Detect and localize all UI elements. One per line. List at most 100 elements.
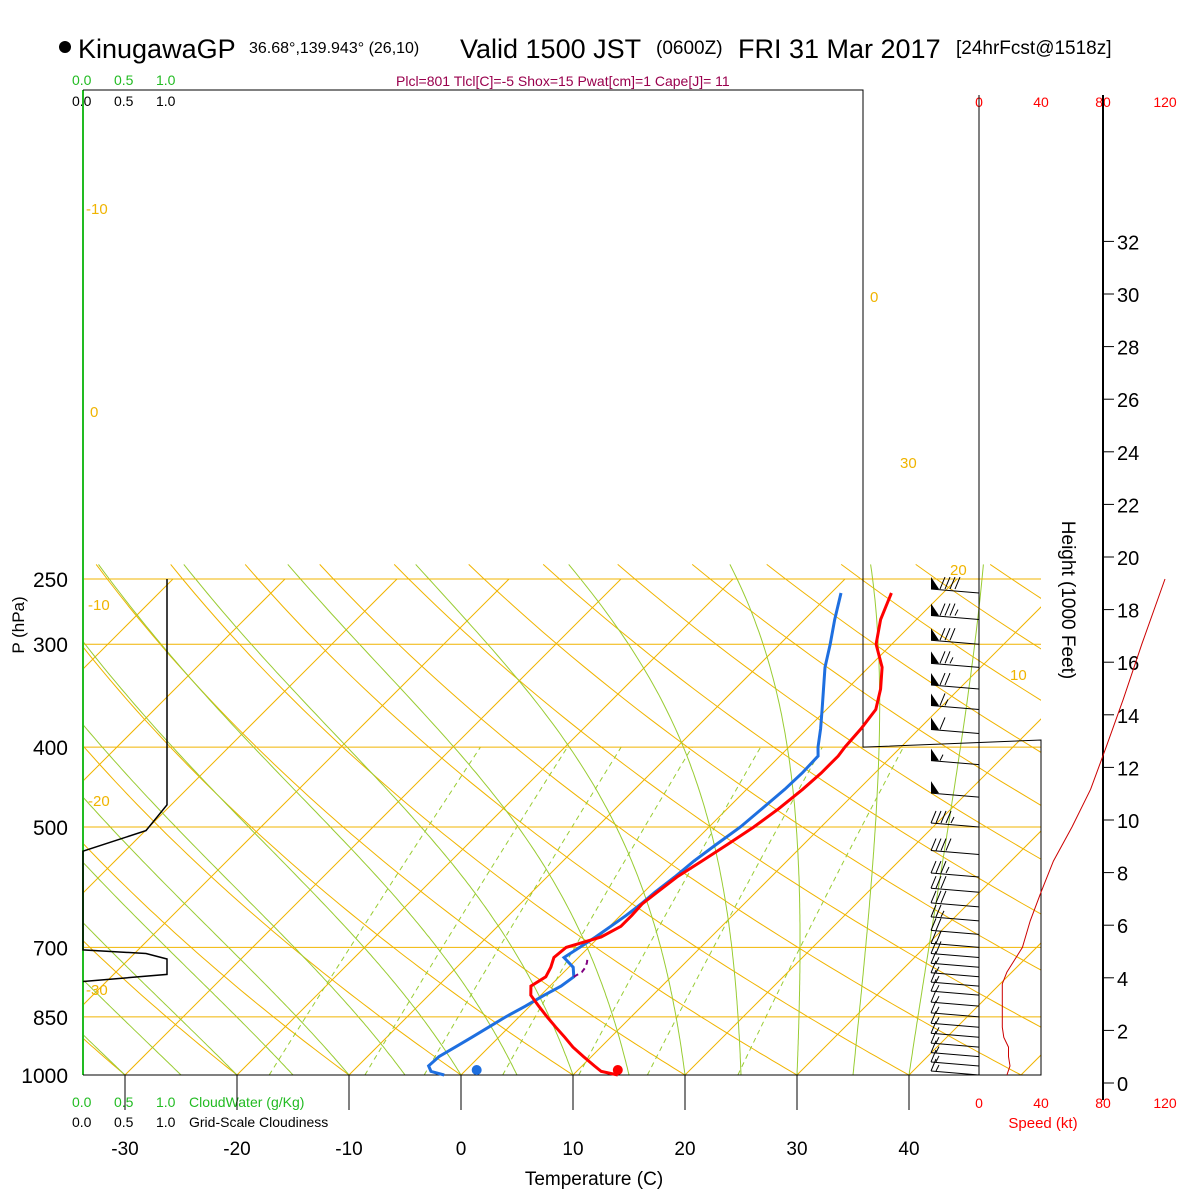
plot-border bbox=[83, 89, 1042, 1076]
temperature-line bbox=[529, 592, 893, 1077]
dry-adiabat-line bbox=[617, 564, 1041, 860]
wind-barb-half bbox=[935, 1027, 940, 1034]
wind-barb-full bbox=[939, 576, 946, 590]
sounding-profiles bbox=[426, 592, 893, 1077]
wind-barb-full bbox=[930, 918, 937, 931]
wind-barb-full bbox=[935, 890, 942, 904]
wind-barb-half bbox=[944, 699, 949, 706]
temperature-tick-label: -20 bbox=[223, 1139, 250, 1160]
dry-adiabat-line bbox=[244, 564, 911, 1075]
wind-barb bbox=[930, 918, 980, 935]
wind-barb-staff bbox=[930, 929, 980, 935]
wind-barb bbox=[930, 969, 980, 987]
height-axis-title: Height (1000 Feet) bbox=[1057, 521, 1078, 679]
wind-barb-full bbox=[935, 860, 942, 874]
pressure-tick-label: 850 bbox=[33, 1007, 68, 1030]
wind-barb-full bbox=[930, 1021, 937, 1034]
wind-barb-pennant bbox=[931, 577, 939, 590]
wind-barb-half bbox=[935, 995, 940, 1003]
forecast-date: FRI 31 Mar 2017 bbox=[738, 34, 941, 64]
wind-barb-full bbox=[930, 960, 937, 974]
wind-barb bbox=[930, 951, 980, 968]
dry-adiabat-label: -20 bbox=[88, 793, 110, 810]
pressure-tick-label: 400 bbox=[33, 737, 68, 760]
cloudiness-scale-bottom-1: 0.5 bbox=[114, 1114, 134, 1130]
wind-barb-full bbox=[930, 978, 937, 992]
cloudwater-scale-bottom-0: 0.0 bbox=[72, 1094, 92, 1110]
height-tick-label: 24 bbox=[1117, 443, 1139, 465]
wind-speed-line bbox=[1001, 578, 1166, 1076]
moist-adiabat-line bbox=[98, 564, 518, 1075]
temperature-tick-label: 10 bbox=[562, 1139, 583, 1160]
dry-adiabat-line bbox=[691, 564, 1041, 806]
cloudiness-scale-bottom-2: 1.0 bbox=[156, 1114, 176, 1130]
moist-adiabat-line bbox=[852, 564, 881, 1075]
dry-adiabat-label: -10 bbox=[88, 597, 110, 614]
isotherm-label: 0 bbox=[870, 289, 878, 306]
wind-barb bbox=[930, 693, 980, 710]
wind-barb-staff bbox=[930, 728, 980, 734]
wind-barb bbox=[930, 628, 980, 645]
station-name: KinugawaGP bbox=[78, 34, 236, 64]
height-tick-label: 28 bbox=[1117, 338, 1139, 360]
x-axis-title: Temperature (C) bbox=[525, 1169, 663, 1190]
wind-barb-full bbox=[940, 890, 947, 904]
wind-barb-staff bbox=[930, 1001, 980, 1007]
isotherm-line bbox=[1020, 1054, 1041, 1075]
dry-adiabat-line bbox=[83, 1037, 126, 1075]
wind-barb-staff bbox=[930, 684, 980, 690]
wind-barb-staff bbox=[930, 822, 980, 828]
moist-adiabat-line bbox=[83, 723, 406, 1075]
wind-barb-full bbox=[949, 576, 956, 590]
dry-adiabat-line bbox=[989, 563, 1041, 599]
height-tick-label: 16 bbox=[1117, 653, 1139, 675]
mixing-ratio-line bbox=[423, 746, 622, 1075]
wind-barb bbox=[930, 1030, 980, 1048]
wind-barb-staff bbox=[930, 952, 980, 958]
cloudwater-scale-bottom-1: 0.5 bbox=[114, 1094, 134, 1110]
wind-barb bbox=[930, 717, 980, 734]
moist-adiabat-line bbox=[415, 564, 686, 1075]
mixing-ratio-line bbox=[502, 746, 693, 1075]
wind-barb-staff bbox=[930, 1012, 980, 1018]
temperature-tick-label: 40 bbox=[898, 1139, 919, 1160]
wind-barb-full bbox=[930, 904, 937, 918]
pressure-tick-label: 250 bbox=[33, 569, 68, 592]
mixing-ratio-label: 12 bbox=[656, 1084, 673, 1101]
moist-adiabat-line bbox=[83, 796, 350, 1075]
wind-barb bbox=[930, 1040, 980, 1058]
wind-barb-half bbox=[945, 866, 950, 874]
speed-axis-label: Speed (kt) bbox=[1008, 1115, 1077, 1132]
wind-barb-full bbox=[935, 810, 942, 824]
station-marker-icon bbox=[59, 41, 71, 53]
moist-adiabat-line bbox=[83, 921, 238, 1075]
height-tick-label: 18 bbox=[1117, 601, 1139, 623]
temperature-tick-label: -30 bbox=[111, 1139, 138, 1160]
mixing-ratio-label: 8 bbox=[588, 1084, 596, 1101]
temperature-tick-label: 30 bbox=[786, 1139, 807, 1160]
wind-barb-full bbox=[944, 651, 951, 664]
wind-barb-pennant bbox=[931, 673, 939, 686]
wind-barb-pennant bbox=[931, 781, 939, 794]
wind-barb-staff bbox=[930, 1022, 980, 1028]
wind-barb bbox=[930, 860, 980, 878]
pressure-tick-label: 1000 bbox=[21, 1065, 68, 1088]
wind-barb-full bbox=[949, 603, 956, 616]
wind-barb bbox=[930, 603, 980, 621]
cloudwater-scale-top-0: 0.0 bbox=[72, 72, 92, 88]
wind-barb-full bbox=[930, 1030, 937, 1044]
dry-adiabat-line bbox=[393, 564, 1041, 1028]
wind-barb bbox=[930, 1058, 980, 1076]
wind-barb-full bbox=[930, 890, 937, 904]
wind-barb bbox=[930, 576, 980, 594]
wind-barb-staff bbox=[930, 588, 980, 594]
cloudiness-profile bbox=[82, 579, 168, 983]
wind-barb-half bbox=[935, 1046, 940, 1053]
wind-barb bbox=[930, 1011, 980, 1028]
wind-barb-staff bbox=[930, 1061, 980, 1067]
cloudiness-label: Grid-Scale Cloudiness bbox=[189, 1114, 328, 1130]
wind-barb bbox=[930, 960, 980, 978]
moist-adiabat-line bbox=[568, 564, 742, 1075]
wind-barb bbox=[930, 941, 980, 958]
